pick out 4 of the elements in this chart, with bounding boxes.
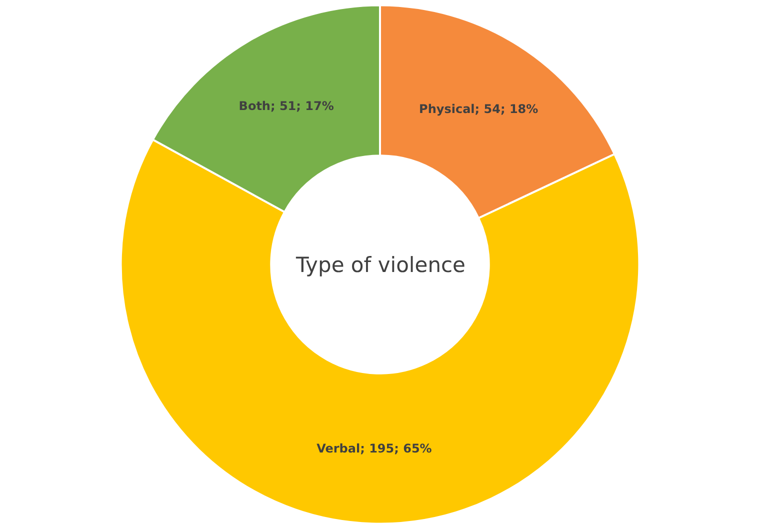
slice-label: Physical; 54; 18% bbox=[419, 102, 538, 116]
slice-label: Both; 51; 17% bbox=[238, 99, 334, 114]
text: Type of violence bbox=[295, 253, 466, 277]
slice-label: Verbal; 195; 65% bbox=[316, 441, 432, 456]
